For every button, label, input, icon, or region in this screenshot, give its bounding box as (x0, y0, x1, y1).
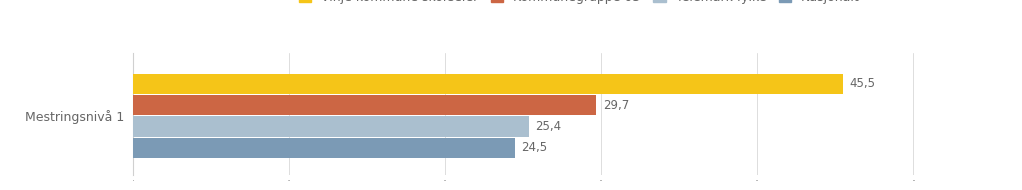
Bar (133, 138, 515, 158)
Text: 29,7: 29,7 (603, 99, 629, 112)
Text: 24,5: 24,5 (521, 141, 548, 154)
Bar (133, 74, 843, 94)
Bar (133, 95, 597, 115)
Bar (133, 116, 529, 137)
Legend: Vinje kommune skoleeier, Kommunegruppe 03, Telemark fylke, Nasjonalt: Vinje kommune skoleeier, Kommunegruppe 0… (293, 0, 865, 10)
Text: 45,5: 45,5 (849, 77, 875, 90)
Text: 25,4: 25,4 (536, 120, 562, 133)
